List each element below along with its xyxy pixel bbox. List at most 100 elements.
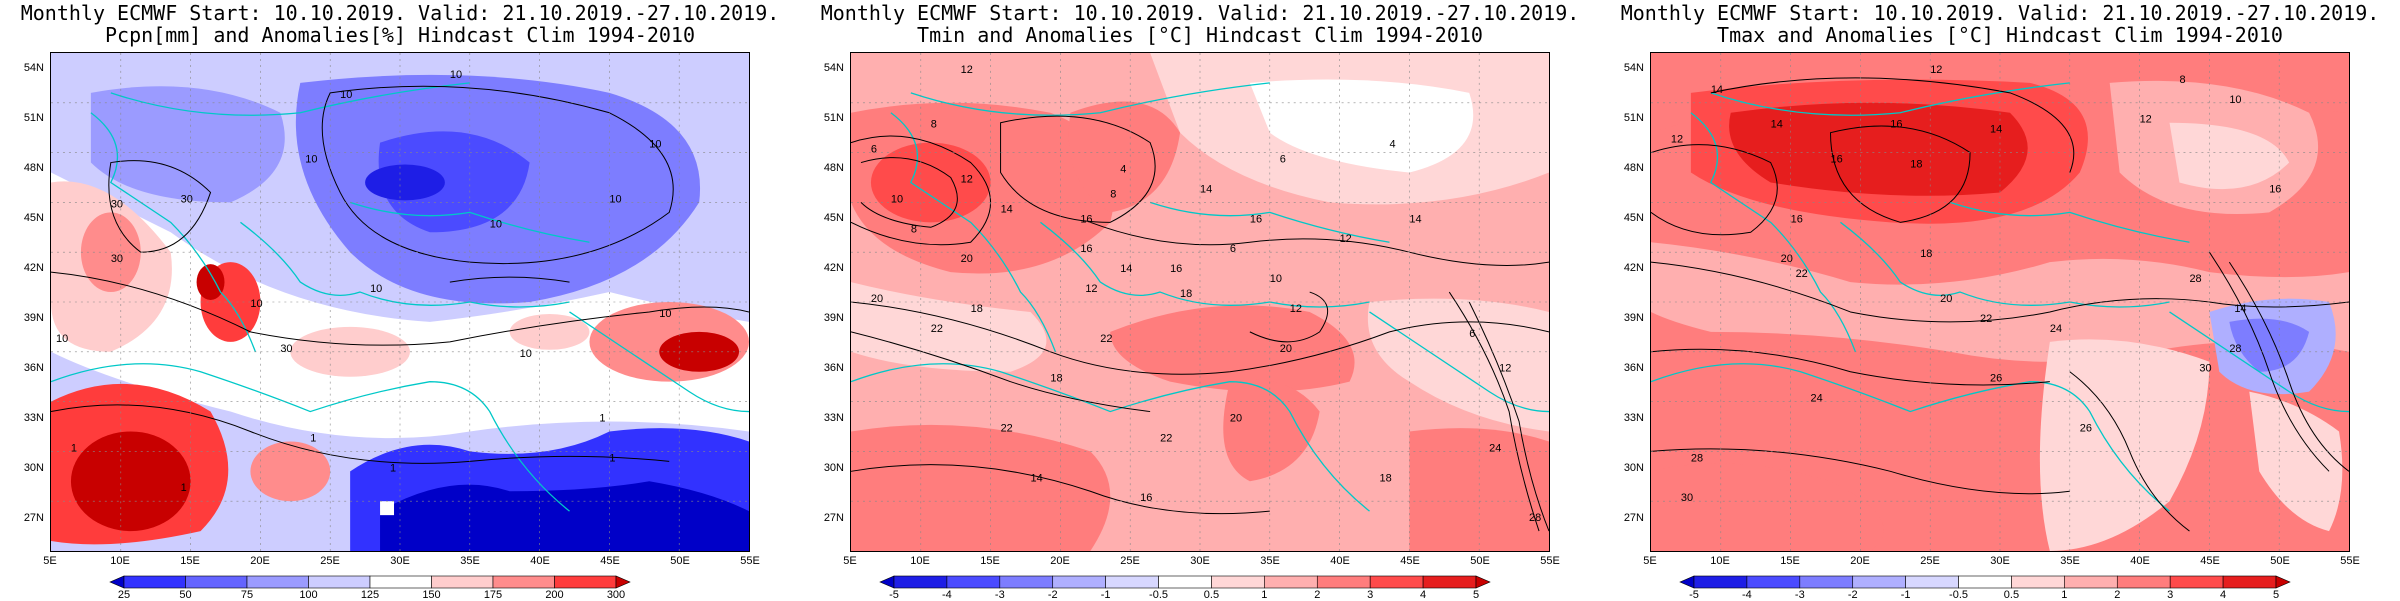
colorbar-swatch: [185, 575, 248, 589]
contour-label: 24: [1489, 442, 1501, 454]
contour-label: 22: [1980, 313, 1992, 325]
lat-label: 30N: [1623, 462, 1644, 474]
colorbar-end-low: [109, 575, 125, 589]
colorbar-end-low: [879, 575, 895, 589]
colorbar-label: 0.5: [1203, 589, 1220, 601]
contour-label: 30: [280, 343, 292, 355]
contour-label: 10: [450, 69, 462, 81]
contour-label: 16: [1170, 263, 1182, 275]
contour-label: 10: [891, 193, 903, 205]
contour-label: 30: [1681, 492, 1693, 504]
lat-label: 36N: [823, 362, 844, 374]
contour-label: 10: [1270, 273, 1282, 285]
colorbar-end-high: [615, 575, 631, 589]
colorbar-swatch: [308, 575, 371, 589]
contour-label: 12: [1290, 303, 1302, 315]
lon-label: 25E: [320, 555, 340, 567]
contour-label: 4: [1120, 164, 1126, 176]
colorbar-label: 1: [1261, 589, 1268, 601]
colorbar-swatch: [1852, 575, 1906, 589]
contour-label: 20: [871, 293, 883, 305]
lon-label: 55E: [740, 555, 760, 567]
colorbar-label: -3: [994, 589, 1005, 601]
colorbar-label: -0.5: [1149, 589, 1169, 601]
panel-precipitation: Monthly ECMWF Start: 10.10.2019. Valid: …: [0, 0, 800, 601]
colorbar-label: 5: [1472, 589, 1480, 601]
contour-label: 16: [1250, 213, 1262, 225]
colorbar-swatch: [1693, 575, 1748, 589]
contour-label: 30: [111, 253, 123, 265]
colorbar-swatch: [946, 575, 1001, 589]
lat-label: 42N: [1623, 262, 1644, 274]
colorbar-swatch: [1158, 575, 1212, 589]
lat-label: 54N: [23, 62, 44, 74]
contour-label: 14: [2234, 303, 2246, 315]
lon-label: 40E: [2130, 555, 2150, 567]
lat-label: 45N: [823, 212, 844, 224]
contour-label: 18: [1180, 288, 1192, 300]
contour-label: 26: [2080, 422, 2092, 434]
colorbar-label: -4: [942, 589, 952, 601]
colorbar-swatch: [1905, 575, 1959, 589]
colorbar-label: 2: [2114, 589, 2121, 601]
colorbar-swatch: [1105, 575, 1159, 589]
colorbar-swatch: [369, 575, 432, 589]
contour-label: 12: [1499, 363, 1511, 375]
lat-label: 33N: [23, 412, 44, 424]
contour-label: 10: [649, 139, 661, 151]
lon-label: 50E: [1470, 555, 1490, 567]
lat-label: 54N: [823, 62, 844, 74]
colorbar-swatch: [431, 575, 494, 589]
contour-label: 16: [2269, 183, 2281, 195]
colorbar-label: -4: [1742, 589, 1752, 601]
lat-label: 48N: [823, 162, 844, 174]
lat-label: 33N: [823, 412, 844, 424]
colorbar-label: -0.5: [1949, 589, 1969, 601]
contour-label: 10: [490, 218, 502, 230]
contour-label: 30: [2199, 363, 2211, 375]
contour-label: 18: [1379, 472, 1391, 484]
colorbar-swatch: [492, 575, 555, 589]
lon-label: 10E: [1710, 555, 1730, 567]
contour-label: 14: [1711, 84, 1723, 96]
lat-label: 27N: [1623, 512, 1644, 524]
colorbar-swatch: [1316, 575, 1371, 589]
lat-label: 54N: [1623, 62, 1644, 74]
colorbar: [109, 575, 631, 589]
lat-label: 45N: [23, 212, 44, 224]
lon-label: 15E: [1780, 555, 1800, 567]
contour-label: 10: [370, 283, 382, 295]
contour-label: 12: [1085, 283, 1097, 295]
contour-label: 12: [2140, 114, 2152, 126]
contour-label: 28: [1691, 452, 1703, 464]
lat-label: 48N: [1623, 162, 1644, 174]
colorbar-label: -5: [889, 589, 899, 601]
colorbar-end-high: [2275, 575, 2291, 589]
contour-label: 20: [961, 253, 973, 265]
contour-label: 10: [340, 89, 352, 101]
contour-label: 8: [931, 119, 937, 131]
tmin-map: 12 8 6 10 12 14 4 8 6 4 14 16 8 20 16 20…: [850, 52, 1550, 552]
lon-label: 20E: [1050, 555, 1070, 567]
colorbar-swatch: [1211, 575, 1265, 589]
contour-label: 8: [2179, 74, 2185, 86]
lon-label: 45E: [1400, 555, 1420, 567]
contour-label: 12: [1340, 233, 1352, 245]
lon-label: 10E: [110, 555, 130, 567]
contour-label: 10: [520, 348, 532, 360]
contour-label: 16: [1080, 213, 1092, 225]
colorbar-label: 150: [422, 589, 441, 601]
contour-label: 12: [1671, 134, 1683, 146]
contour-label: 22: [1001, 422, 1013, 434]
panel-subtitle: Tmax and Anomalies [°C] Hindcast Clim 19…: [1717, 23, 2283, 47]
contour-label: 16: [1140, 492, 1152, 504]
contour-label: 28: [1529, 512, 1541, 524]
contour-label: 14: [1990, 124, 2002, 136]
lon-label: 40E: [1330, 555, 1350, 567]
lat-label: 27N: [823, 512, 844, 524]
contour-label: 18: [1920, 248, 1932, 260]
contour-label: 1: [390, 462, 396, 474]
contour-label: 10: [2229, 94, 2241, 106]
colorbar-label: 125: [360, 589, 380, 601]
precipitation-map: 10 10 10 10 10 10 30 30 30 10 10 1 1 1 1…: [50, 52, 750, 552]
